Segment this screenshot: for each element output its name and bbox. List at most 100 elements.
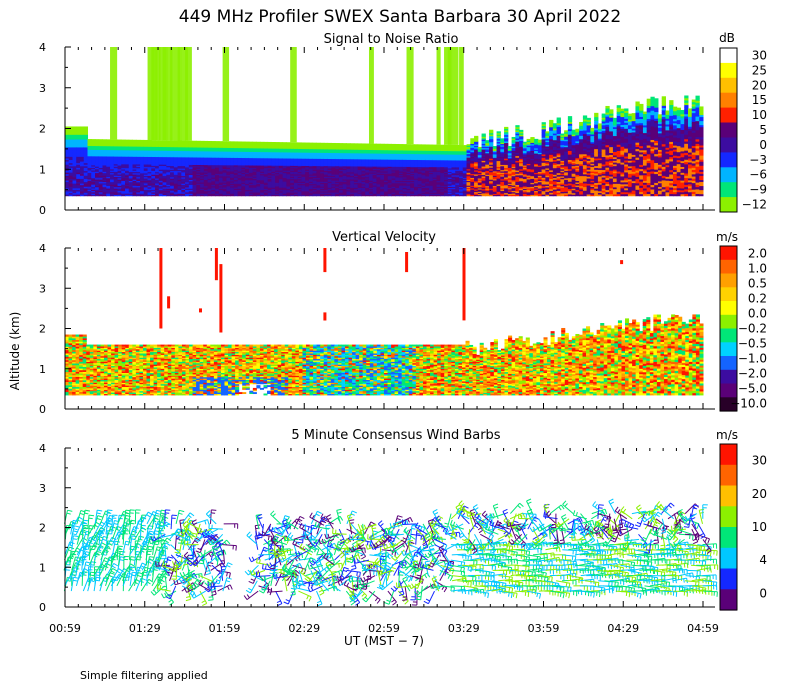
snr-cell bbox=[151, 179, 156, 182]
snr-cell bbox=[147, 180, 152, 183]
snr-cell bbox=[230, 172, 235, 174]
snr-cell bbox=[237, 148, 242, 151]
snr-cell bbox=[140, 180, 145, 183]
snr-cell bbox=[226, 183, 231, 186]
snr-cell bbox=[151, 186, 156, 189]
snr-cell bbox=[207, 187, 212, 189]
snr-cell bbox=[278, 187, 284, 189]
snr-cell bbox=[444, 144, 449, 147]
snr-cell bbox=[177, 158, 182, 160]
snr-cell bbox=[170, 152, 175, 155]
snr-cell bbox=[106, 157, 111, 160]
snr-cell bbox=[188, 168, 194, 170]
snr-cell bbox=[203, 194, 209, 197]
snr-cell bbox=[305, 193, 310, 196]
snr-cell bbox=[241, 168, 246, 171]
snr-cell bbox=[83, 175, 89, 178]
snr-cell bbox=[312, 175, 317, 177]
snr-cell bbox=[128, 143, 134, 146]
snr-cell bbox=[102, 177, 107, 180]
snr-cell bbox=[327, 142, 332, 145]
snr-cell bbox=[237, 180, 242, 183]
snr-cell bbox=[252, 166, 257, 168]
snr-cell bbox=[68, 176, 73, 179]
snr-cell bbox=[215, 153, 220, 156]
snr-cell bbox=[241, 155, 246, 157]
snr-cell bbox=[271, 182, 276, 185]
snr-cell bbox=[72, 167, 77, 170]
snr-cell bbox=[158, 183, 164, 185]
snr-cell bbox=[263, 193, 269, 196]
snr-cell bbox=[207, 149, 212, 152]
snr-cell bbox=[95, 188, 100, 190]
snr-cell bbox=[230, 180, 235, 183]
snr-cell bbox=[260, 149, 265, 151]
snr-cell bbox=[91, 176, 96, 179]
snr-cell bbox=[305, 192, 310, 194]
snr-cell bbox=[121, 176, 126, 179]
snr-cell bbox=[110, 47, 118, 140]
snr-cell bbox=[121, 148, 126, 151]
snr-cell bbox=[263, 161, 269, 164]
snr-cell bbox=[87, 173, 92, 176]
snr-cell bbox=[316, 170, 321, 173]
snr-cell bbox=[102, 157, 107, 160]
snr-cell bbox=[237, 171, 242, 173]
snr-cell bbox=[241, 160, 246, 162]
snr-cell bbox=[241, 166, 246, 168]
snr-cell bbox=[248, 168, 254, 171]
snr-cell bbox=[125, 162, 130, 165]
snr-cell bbox=[293, 147, 299, 149]
snr-cell bbox=[267, 165, 272, 167]
snr-cell bbox=[147, 166, 152, 169]
snr-cell bbox=[297, 161, 302, 164]
snr-cell bbox=[80, 150, 85, 153]
snr-cell bbox=[278, 160, 284, 163]
snr-cell bbox=[425, 144, 430, 147]
snr-cell bbox=[117, 179, 122, 181]
snr-cell bbox=[125, 156, 130, 158]
snr-cell bbox=[80, 178, 85, 181]
snr-cell bbox=[293, 161, 299, 164]
snr-cell bbox=[290, 47, 297, 143]
snr-cell bbox=[128, 151, 134, 153]
snr-cell bbox=[203, 184, 209, 187]
snr-cell bbox=[200, 167, 205, 169]
snr-cell bbox=[121, 162, 126, 165]
snr-cell bbox=[102, 140, 107, 143]
snr-cell bbox=[200, 160, 205, 163]
snr-cell bbox=[271, 189, 276, 192]
snr-cell bbox=[256, 144, 261, 146]
snr-cell bbox=[87, 142, 92, 145]
snr-cell bbox=[136, 156, 141, 159]
snr-cell bbox=[207, 147, 212, 149]
snr-cell bbox=[125, 171, 130, 174]
snr-cell bbox=[132, 166, 137, 169]
snr-cell bbox=[80, 165, 85, 168]
snr-cell bbox=[177, 144, 182, 147]
snr-cell bbox=[121, 165, 126, 167]
snr-cell bbox=[305, 171, 310, 174]
snr-cell bbox=[170, 191, 175, 194]
snr-cell bbox=[200, 173, 205, 176]
snr-cell bbox=[143, 158, 149, 161]
snr-cell bbox=[290, 169, 295, 171]
snr-cell bbox=[68, 170, 73, 173]
snr-cell bbox=[237, 172, 242, 175]
snr-cell bbox=[252, 171, 257, 173]
snr-cell bbox=[282, 176, 287, 178]
snr-cell bbox=[275, 192, 280, 194]
snr-cell bbox=[215, 151, 220, 153]
snr-cell bbox=[301, 152, 306, 154]
snr-cell bbox=[241, 169, 246, 172]
snr-cell bbox=[177, 140, 182, 143]
snr-cell bbox=[278, 189, 284, 192]
snr-cell bbox=[185, 158, 190, 160]
snr-cell bbox=[252, 145, 257, 148]
snr-cell bbox=[290, 142, 295, 145]
snr-cell bbox=[65, 134, 70, 137]
snr-cell bbox=[237, 167, 242, 170]
snr-cell bbox=[290, 149, 295, 152]
snr-cell bbox=[252, 172, 257, 175]
snr-cell bbox=[65, 139, 70, 142]
